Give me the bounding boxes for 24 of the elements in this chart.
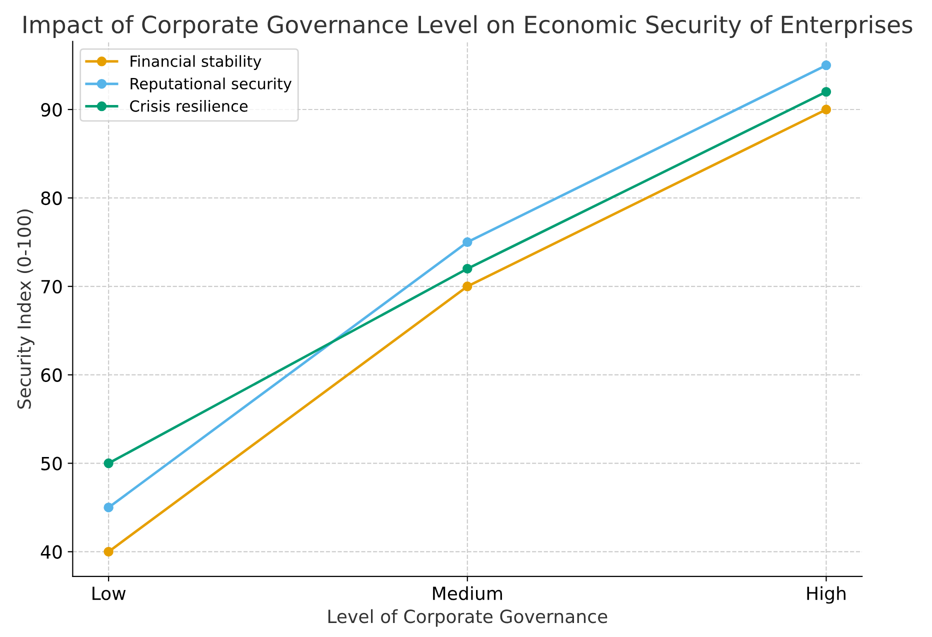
- chart-title: Impact of Corporate Governance Level on Economic Security of Enterprises: [24, 15, 912, 38]
- point: [821, 104, 832, 114]
- point: [104, 502, 114, 512]
- point: [821, 60, 832, 70]
- x-tick-label: High: [807, 586, 846, 604]
- point: [462, 264, 472, 274]
- y-tick-label: 90: [41, 102, 62, 117]
- point: [104, 546, 114, 557]
- point: [462, 282, 472, 292]
- y-tick-label: 80: [41, 191, 62, 206]
- y-tick-label: 50: [41, 456, 62, 470]
- legend-label: Financial stability: [130, 55, 262, 70]
- y-tick-label: 60: [41, 368, 62, 382]
- x-axis-title: Level of Corporate Governance: [328, 609, 608, 627]
- y-tick-label: 40: [40, 545, 62, 559]
- legend-label: Reputational security: [130, 78, 292, 92]
- point: [462, 237, 472, 248]
- y-axis-title: Security Index (0-100): [16, 210, 34, 409]
- y-tick-label: 70: [41, 280, 62, 294]
- legend-label: Crisis resilience: [130, 100, 248, 112]
- point: [821, 86, 832, 97]
- point: [104, 458, 114, 468]
- x-tick-label: Medium: [433, 586, 502, 600]
- x-tick-label: Low: [92, 586, 126, 600]
